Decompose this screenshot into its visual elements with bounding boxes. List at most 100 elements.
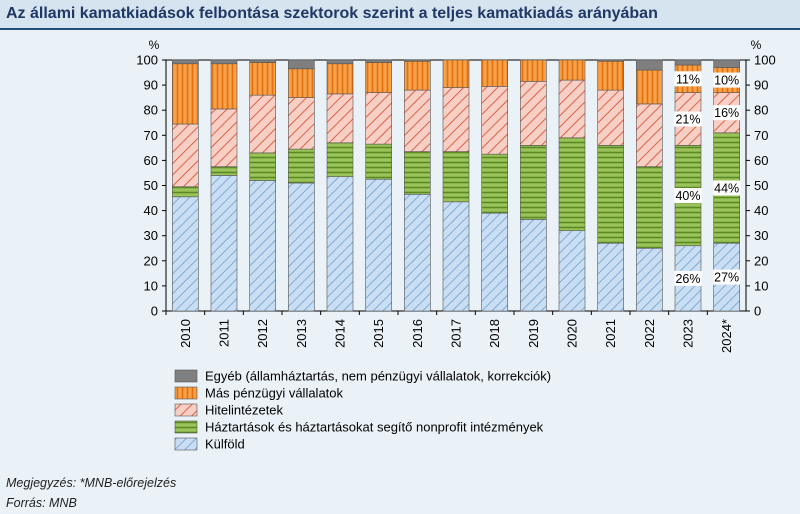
- bar-hatch-blue-2021: [597, 242, 624, 312]
- x-tick-label: 2024*: [719, 319, 734, 353]
- bar-solid-gray-2024*: [713, 59, 740, 68]
- bar-solid-gray-2012: [249, 59, 276, 63]
- bar-hatch-red-2017: [442, 87, 470, 152]
- bar-solid-gray-2023: [674, 59, 702, 66]
- y-tick-label-right: 80: [754, 103, 768, 118]
- bar-vstripe-orange-2015: [365, 62, 392, 93]
- bar-stripe-green-2014: [326, 142, 354, 178]
- y-unit-right: %: [751, 38, 762, 52]
- y-tick-label-left: 50: [144, 178, 158, 193]
- legend-swatch-stripe-green: [174, 420, 198, 434]
- chart-title: Az állami kamatkiadások felbontása szekt…: [6, 5, 658, 22]
- x-tick-label: 2020: [565, 319, 580, 348]
- legend-swatch-vstripe-orange: [174, 386, 198, 400]
- legend-swatch-solid-gray: [174, 369, 198, 383]
- title-bar: Az állami kamatkiadások felbontása szekt…: [0, 0, 800, 30]
- bar-stripe-green-2022: [636, 166, 663, 249]
- data-label-box: [674, 188, 702, 204]
- bar-solid-gray-2015: [365, 59, 392, 63]
- y-tick-label-left: 30: [144, 228, 158, 243]
- bar-hatch-blue-2014: [326, 176, 354, 312]
- data-label-box: [713, 72, 741, 88]
- bar-hatch-red-2021: [597, 89, 624, 146]
- bar-hatch-red-2014: [326, 93, 354, 144]
- bar-solid-gray-2022: [636, 59, 663, 71]
- data-label-box: [713, 180, 741, 196]
- x-tick-label: 2023: [681, 319, 696, 348]
- bar-hatch-blue-2018: [481, 212, 508, 312]
- y-tick-label-right: 90: [754, 78, 768, 93]
- data-label-box: [713, 105, 741, 121]
- y-tick-label-left: 10: [144, 278, 158, 293]
- data-label: 10%: [714, 74, 739, 88]
- y-tick-label-left: 60: [144, 153, 158, 168]
- x-tick-label: 2013: [294, 319, 309, 348]
- y-tick-label-right: 0: [754, 304, 761, 319]
- x-tick-label: 2018: [487, 319, 502, 348]
- bar-hatch-blue-2017: [442, 201, 470, 312]
- y-tick-label-right: 30: [754, 228, 768, 243]
- data-label-box: [713, 269, 741, 285]
- bar-hatch-red-2018: [481, 86, 508, 155]
- x-tick-label: 2022: [642, 319, 657, 348]
- bar-vstripe-orange-2020: [558, 59, 586, 81]
- y-tick-label-right: 40: [754, 203, 768, 218]
- y-tick-label-left: 70: [144, 128, 158, 143]
- legend-swatch-hatch-red: [174, 403, 198, 417]
- bar-stripe-green-2017: [442, 151, 470, 203]
- bar-stripe-green-2019: [520, 145, 547, 220]
- x-tick-label: 2015: [371, 319, 386, 348]
- bar-hatch-blue-2020: [558, 230, 586, 312]
- note-forecast: Megjegyzés: *MNB-előrejelzés: [6, 476, 177, 490]
- x-tick-label: 2017: [449, 319, 464, 348]
- data-label: 11%: [676, 72, 700, 86]
- bar-solid-gray-2013: [288, 59, 315, 70]
- data-label: 40%: [675, 189, 700, 203]
- bar-vstripe-orange-2014: [326, 63, 354, 95]
- x-tick-label: 2011: [217, 319, 232, 347]
- data-label: 16%: [714, 106, 739, 120]
- bar-stripe-green-2018: [481, 153, 508, 214]
- y-tick-label-right: 60: [754, 153, 768, 168]
- bar-stripe-green-2016: [404, 151, 431, 195]
- bar-hatch-red-2016: [404, 89, 431, 152]
- bar-vstripe-orange-2021: [597, 60, 624, 91]
- y-tick-label-right: 10: [754, 278, 768, 293]
- data-label: 27%: [714, 271, 739, 285]
- bar-vstripe-orange-2022: [636, 69, 663, 105]
- y-tick-label-right: 70: [754, 128, 768, 143]
- chart-panel: 0 0 10 10 20 20 30 30 40 40 50 50 60 60 70 70 80 80 90 90 10…: [0, 30, 800, 514]
- bar-hatch-red-2010: [172, 123, 199, 188]
- bar-solid-gray-2011: [210, 59, 238, 65]
- bar-stripe-green-2013: [288, 148, 315, 184]
- legend-label: Háztartások és háztartásokat segítő nonp…: [205, 420, 544, 435]
- y-tick-label-left: 90: [144, 78, 158, 93]
- legend-label: Külföld: [205, 437, 245, 452]
- bar-stripe-green-2015: [365, 143, 392, 180]
- x-tick-label: 2012: [255, 319, 270, 348]
- bar-hatch-blue-2013: [288, 182, 315, 312]
- bar-hatch-red-2012: [249, 94, 276, 154]
- data-label-box: [674, 71, 702, 87]
- bar-hatch-red-2022: [636, 103, 663, 167]
- bar-hatch-red-2015: [365, 92, 392, 145]
- data-label: 21%: [675, 112, 700, 126]
- bar-stripe-green-2021: [597, 145, 624, 244]
- bar-vstripe-orange-2016: [404, 60, 431, 91]
- bar-solid-gray-2016: [404, 59, 431, 62]
- bar-stripe-green-2010: [172, 186, 199, 198]
- data-label-box: [674, 111, 702, 127]
- y-tick-label-right: 20: [754, 253, 768, 268]
- bar-hatch-blue-2012: [249, 180, 276, 312]
- legend-label: Egyéb (államháztartás, nem pénzügyi váll…: [205, 369, 551, 384]
- y-tick-label-right: 50: [754, 178, 768, 193]
- bar-stripe-green-2011: [210, 166, 238, 176]
- bar-stripe-green-2020: [558, 137, 586, 231]
- bar-hatch-blue-2011: [210, 175, 238, 312]
- y-tick-label-left: 80: [144, 103, 158, 118]
- y-tick-label-left: 100: [136, 53, 158, 68]
- bar-hatch-blue-2022: [636, 247, 663, 312]
- legend-label: Hitelintézetek: [205, 403, 284, 418]
- bar-vstripe-orange-2013: [288, 68, 315, 98]
